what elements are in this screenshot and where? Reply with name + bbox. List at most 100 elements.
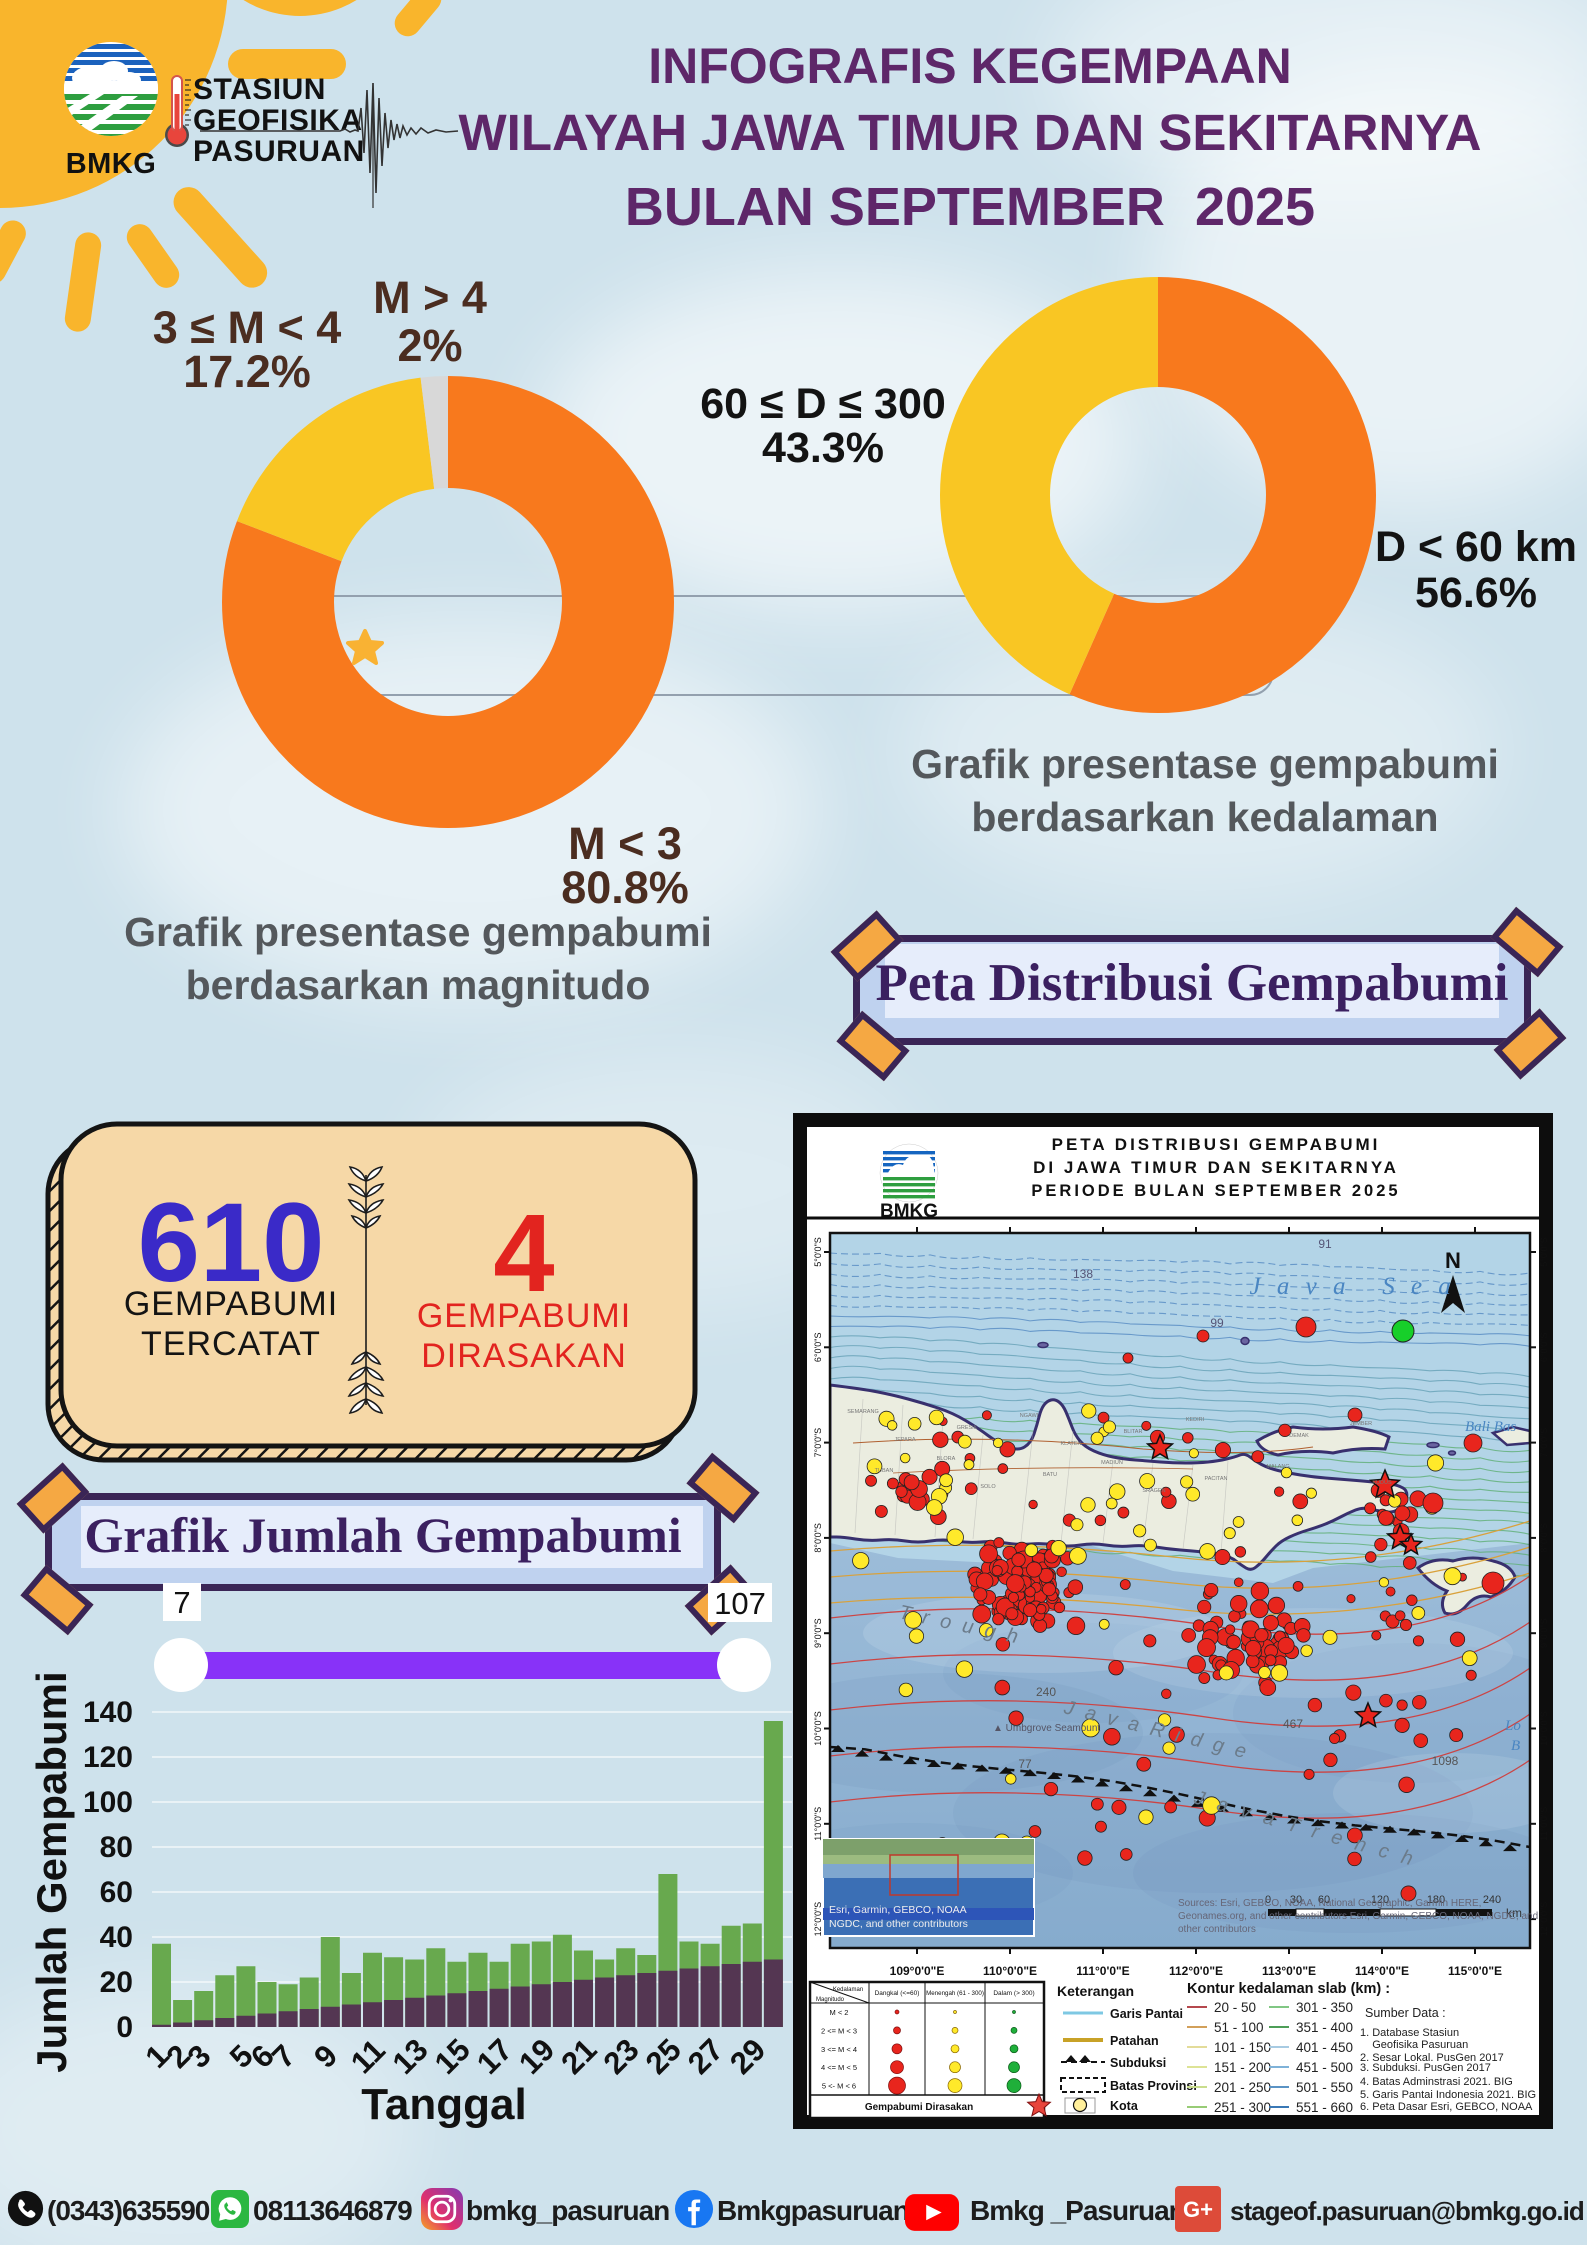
svg-text:km: km [1506,1906,1522,1920]
svg-text:SOLO: SOLO [980,1484,996,1490]
svg-text:9: 9 [307,2038,344,2075]
svg-text:NGDC, and other contributors: NGDC, and other contributors [829,1918,968,1930]
svg-text:Geofisika Pasuruan: Geofisika Pasuruan [1360,2039,1468,2051]
svg-text:109°0'0"E: 109°0'0"E [890,1964,945,1978]
svg-text:110°0'0"E: 110°0'0"E [983,1964,1037,1978]
svg-text:80: 80 [100,1831,133,1864]
svg-text:KEDIRI: KEDIRI [1186,1417,1205,1423]
svg-text:▲ Umbgrove Seamount: ▲ Umbgrove Seamount [993,1723,1100,1734]
svg-text:JEPARA: JEPARA [895,1437,916,1443]
svg-text:BATU: BATU [1043,1472,1057,1478]
svg-text:3 <= M < 4: 3 <= M < 4 [821,2045,857,2054]
svg-text:BLORA: BLORA [937,1456,956,1462]
svg-text:10°0'0"S: 10°0'0"S [1539,1711,1549,1746]
svg-text:77: 77 [1018,1757,1032,1771]
svg-text:MALANG: MALANG [1266,1464,1289,1470]
svg-text:120: 120 [1371,1894,1389,1906]
svg-text:467: 467 [1283,1717,1303,1731]
svg-text:1098: 1098 [1432,1754,1459,1768]
svg-text:Kedalaman: Kedalaman [833,1987,863,1993]
svg-text:JEMBER: JEMBER [1350,1421,1372,1427]
svg-text:4. Batas Adminstrasi 2021. BIG: 4. Batas Adminstrasi 2021. BIG [1360,2076,1513,2088]
svg-text:114°0'0"E: 114°0'0"E [1355,1964,1409,1978]
svg-text:501 - 550: 501 - 550 [1296,2080,1353,2095]
svg-text:0: 0 [1265,1894,1271,1906]
svg-text:BLITAR: BLITAR [1124,1429,1143,1435]
svg-text:Magnitudo: Magnitudo [816,1997,845,2003]
svg-text:MADIUN: MADIUN [1101,1460,1123,1466]
svg-text:12°0'0"S: 12°0'0"S [813,1902,823,1937]
svg-text:S e a: S e a [1382,1273,1456,1300]
svg-text:240: 240 [1483,1894,1501,1906]
svg-text:Sumber Data :: Sumber Data : [1365,2006,1446,2020]
svg-text:5°0'0"S: 5°0'0"S [813,1237,823,1267]
svg-text:11°0'0"S: 11°0'0"S [1539,1807,1549,1841]
svg-text:Subduksi: Subduksi [1110,2056,1166,2070]
svg-text:Menengah (61 - 300): Menengah (61 - 300) [926,1990,984,1997]
svg-text:11°0'0"S: 11°0'0"S [813,1807,823,1841]
svg-text:151 - 200: 151 - 200 [1214,2060,1271,2075]
svg-text:12°0'0"S: 12°0'0"S [1539,1902,1549,1937]
svg-text:N: N [1445,1248,1461,1273]
svg-text:Dangkal (<=60): Dangkal (<=60) [875,1990,920,1997]
svg-text:5 <- M < 6: 5 <- M < 6 [822,2082,856,2091]
svg-text:9°0'0"S: 9°0'0"S [813,1618,823,1648]
svg-text:30: 30 [1290,1894,1302,1906]
svg-text:401 - 450: 401 - 450 [1296,2040,1353,2055]
svg-text:240: 240 [1036,1685,1056,1699]
svg-text:8°0'0"S: 8°0'0"S [813,1523,823,1553]
svg-text:9°0'0"S: 9°0'0"S [1539,1618,1549,1648]
svg-text:J a v a: J a v a [1250,1273,1351,1300]
svg-text:115°0'0"E: 115°0'0"E [1448,1964,1502,1978]
svg-text:Sources: Esri, GEBCO, NOAA, Na: Sources: Esri, GEBCO, NOAA, National Geo… [1178,1898,1481,1909]
svg-text:DEMAK: DEMAK [1289,1433,1309,1439]
svg-text:6. Peta Dasar Esri, GEBCO, NOA: 6. Peta Dasar Esri, GEBCO, NOAA [1360,2101,1533,2113]
svg-text:0: 0 [116,2011,133,2044]
svg-text:99: 99 [1210,1316,1224,1330]
svg-text:Batas Provinsi: Batas Provinsi [1110,2079,1197,2093]
svg-text:1. Database Stasiun: 1. Database Stasiun [1360,2027,1459,2039]
svg-text:G+: G+ [1183,2197,1213,2222]
svg-text:6°0'0"S: 6°0'0"S [813,1333,823,1363]
svg-text:201 - 250: 201 - 250 [1214,2080,1271,2095]
svg-text:TUBAN: TUBAN [875,1468,894,1474]
svg-text:120: 120 [83,1741,133,1774]
svg-text:251 - 300: 251 - 300 [1214,2100,1271,2115]
svg-text:Gempabumi Dirasakan: Gempabumi Dirasakan [865,2102,973,2113]
svg-text:29: 29 [723,2032,772,2081]
svg-text:PERIODE BULAN SEPTEMBER 2025: PERIODE BULAN SEPTEMBER 2025 [1031,1182,1400,1200]
svg-text:BMKG: BMKG [66,148,157,180]
svg-text:451 - 500: 451 - 500 [1296,2060,1353,2075]
svg-text:112°0'0"E: 112°0'0"E [1169,1964,1223,1978]
svg-text:KLATEN: KLATEN [1061,1441,1082,1447]
svg-text:Bali Bas: Bali Bas [1465,1419,1516,1435]
svg-text:10°0'0"S: 10°0'0"S [813,1711,823,1746]
svg-text:138: 138 [1073,1267,1093,1281]
svg-text:60: 60 [100,1876,133,1909]
svg-text:6°0'0"S: 6°0'0"S [1539,1333,1549,1363]
svg-text:Garis Pantai: Garis Pantai [1110,2007,1183,2021]
svg-text:2 <= M < 3: 2 <= M < 3 [821,2026,857,2035]
svg-text:SRAGEN: SRAGEN [1142,1488,1165,1494]
svg-text:7°0'0"S: 7°0'0"S [813,1428,823,1458]
svg-text:100: 100 [83,1786,133,1819]
svg-text:51 - 100: 51 - 100 [1214,2020,1264,2035]
svg-text:B: B [1511,1738,1520,1754]
svg-text:Kota: Kota [1110,2099,1139,2113]
svg-text:Dalam (> 300): Dalam (> 300) [993,1990,1034,1997]
svg-text:20 - 50: 20 - 50 [1214,2000,1256,2015]
svg-text:SEMARANG: SEMARANG [847,1409,878,1415]
svg-text:DI JAWA TIMUR DAN SEKITARNYA: DI JAWA TIMUR DAN SEKITARNYA [1033,1158,1399,1177]
svg-text:PETA DISTRIBUSI GEMPABUMI: PETA DISTRIBUSI GEMPABUMI [1052,1135,1381,1154]
svg-text:PACITAN: PACITAN [1204,1476,1227,1482]
svg-text:Lo: Lo [1504,1718,1521,1734]
svg-text:301 - 350: 301 - 350 [1296,2000,1353,2015]
svg-text:Esri, Garmin, GEBCO, NOAA: Esri, Garmin, GEBCO, NOAA [829,1904,967,1916]
svg-text:M < 2: M < 2 [830,2008,849,2017]
svg-text:8°0'0"S: 8°0'0"S [1539,1523,1549,1553]
svg-text:111°0'0"E: 111°0'0"E [1076,1964,1129,1978]
svg-text:5°0'0"S: 5°0'0"S [1539,1237,1549,1267]
svg-text:Geonames.org, and other contri: Geonames.org, and other contributors Esr… [1178,1911,1538,1922]
svg-text:Kontur kedalaman slab (km) :: Kontur kedalaman slab (km) : [1187,1981,1390,1997]
svg-text:KUDUS: KUDUS [1372,1480,1392,1486]
